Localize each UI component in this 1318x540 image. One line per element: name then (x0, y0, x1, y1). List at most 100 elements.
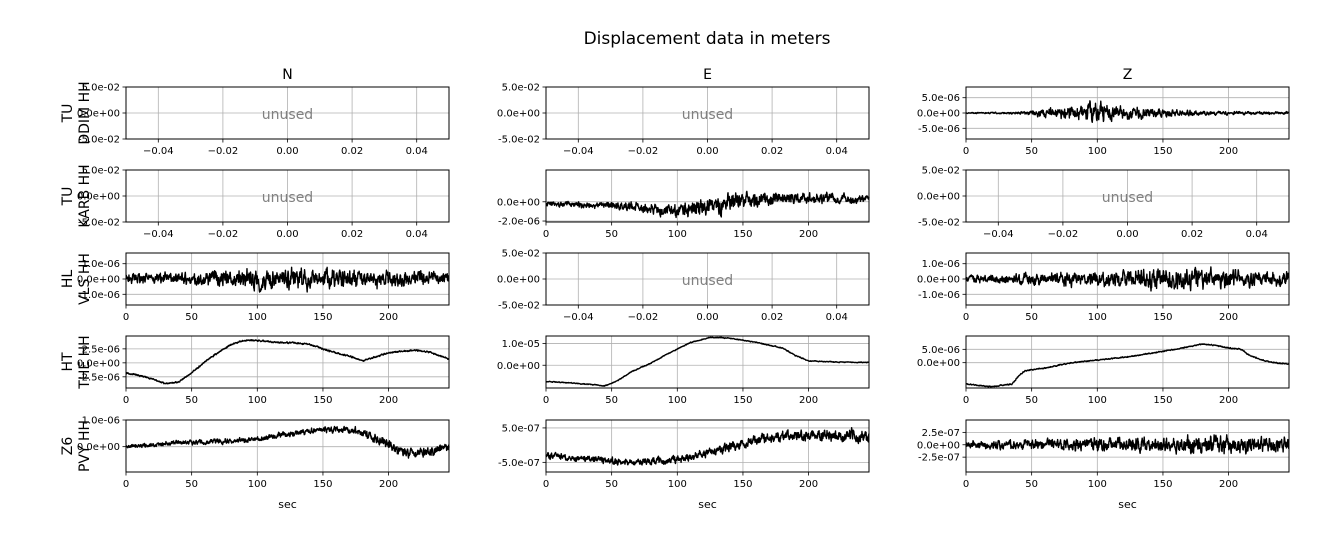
x-tick-label: 150 (313, 312, 332, 323)
y-tick-label: 0.0e+00 (917, 440, 960, 451)
x-tick-label: 0 (963, 395, 969, 406)
x-tick-label: 50 (605, 229, 618, 240)
axes-frame (125, 335, 450, 389)
y-tick-label: 2.5e-07 (922, 428, 960, 439)
y-tick-label: 0.0e+00 (917, 192, 960, 203)
x-tick-label: 0.00 (1116, 229, 1138, 240)
x-tick-label: 200 (379, 395, 398, 406)
y-tick-label: 0.0e+00 (77, 358, 120, 369)
x-tick-label: −0.04 (983, 229, 1014, 240)
y-tick-label: -5.0e-02 (498, 301, 540, 312)
x-tick-label: 50 (605, 479, 618, 490)
x-tick-label: 0 (123, 479, 129, 490)
x-tick-label: 0.02 (761, 312, 783, 323)
unused-label: unused (682, 107, 733, 123)
x-tick-label: 150 (1153, 312, 1172, 323)
x-tick-label: 200 (1219, 146, 1238, 157)
y-tick-label: 0.0e+00 (497, 197, 540, 208)
axes-frame (545, 169, 870, 223)
row-label-line1: Z6 (60, 437, 76, 456)
x-tick-label: 0.00 (276, 229, 298, 240)
axes-frame (125, 419, 450, 473)
x-tick-label: 50 (605, 395, 618, 406)
row-label-2: HL VLS HH (60, 253, 93, 305)
y-tick-label: 0.0e+00 (917, 358, 960, 369)
x-tick-label: 100 (1088, 395, 1107, 406)
x-tick-label: 0.04 (1246, 229, 1268, 240)
series-line (125, 425, 450, 459)
panel-karb-z: unused −0.04 −0.02 0.00 0.02 0.04 5.0e-02 0.0e+… (917, 166, 1290, 240)
y-tick-label: 0.0e+00 (497, 109, 540, 120)
y-tick-label: 5.0e-02 (82, 83, 120, 94)
x-tick-label: 0.02 (1181, 229, 1203, 240)
x-tick-label: 50 (185, 479, 198, 490)
axes-frame (965, 419, 1290, 473)
x-tick-label: 200 (1219, 395, 1238, 406)
panel-pvy-n: 0 50 100 150 200 1.0e-06 0.0e+00 sec (77, 416, 450, 511)
x-tick-label: 100 (248, 312, 267, 323)
row-label-line2: THE HH (77, 335, 93, 389)
x-tick-label: 150 (1153, 146, 1172, 157)
row-label-line1: HT (60, 352, 76, 372)
x-tick-label: 0.00 (276, 146, 298, 157)
x-tick-label: 200 (1219, 479, 1238, 490)
x-tick-label: 200 (379, 479, 398, 490)
row-label-4: Z6 PVY HH (60, 420, 93, 472)
x-tick-label: 150 (733, 479, 752, 490)
panel-the-z: 0 50 100 150 200 5.0e-06 0.0e+00 (917, 335, 1290, 406)
row-label-line1: TU (60, 104, 76, 124)
x-tick-label: 200 (799, 395, 818, 406)
series-line (965, 266, 1290, 292)
x-tick-label: 0 (963, 312, 969, 323)
row-label-3: HT THE HH (60, 335, 93, 389)
unused-label: unused (262, 190, 313, 206)
y-tick-label: -5.0e-02 (78, 218, 120, 229)
x-tick-label: 150 (733, 229, 752, 240)
x-tick-label: −0.04 (143, 146, 174, 157)
series-line (965, 434, 1290, 455)
y-tick-label: -1.0e-06 (918, 290, 960, 301)
y-tick-label: -2.5e-07 (918, 453, 960, 464)
x-tick-label: 100 (668, 479, 687, 490)
row-label-line1: HL (60, 270, 76, 289)
y-tick-label: 0.0e+00 (77, 109, 120, 120)
x-tick-label: 0 (543, 479, 549, 490)
y-tick-label: 5.0e-02 (922, 166, 960, 177)
x-tick-label: 50 (1025, 312, 1038, 323)
axes-frame (545, 335, 870, 389)
x-tick-label: −0.02 (1048, 229, 1079, 240)
y-tick-label: 0.0e+00 (497, 275, 540, 286)
x-tick-label: 0.00 (696, 312, 718, 323)
x-tick-label: 0 (123, 395, 129, 406)
y-tick-label: 0.0e+00 (917, 109, 960, 120)
x-tick-label: −0.04 (143, 229, 174, 240)
y-tick-label: -5.0e-02 (918, 218, 960, 229)
y-tick-label: 5.0e-02 (82, 166, 120, 177)
x-tick-label: −0.04 (563, 312, 594, 323)
x-tick-label: 150 (313, 479, 332, 490)
series-line (125, 339, 450, 385)
row-label-line2: KARB HH (77, 164, 93, 227)
axes-frame (545, 419, 870, 473)
x-tick-label: 0.04 (826, 312, 848, 323)
x-tick-label: 50 (185, 395, 198, 406)
x-tick-label: 0.04 (826, 146, 848, 157)
panel-karb-n: unused −0.04 −0.02 0.00 0.02 0.04 5.0e-02 0.0e+… (77, 166, 450, 240)
axes-frame (965, 335, 1290, 389)
y-tick-label: 1.0e-05 (502, 339, 540, 350)
x-axis-label: sec (278, 498, 297, 511)
unused-label: unused (682, 273, 733, 289)
x-tick-label: 100 (668, 229, 687, 240)
column-title-e: E (703, 67, 712, 83)
y-tick-label: 2.5e-06 (82, 344, 120, 355)
panel-pvy-z: 0 50 100 150 200 2.5e-070.0e+00 -2.5e-07 sec (917, 419, 1290, 511)
x-tick-label: −0.04 (563, 146, 594, 157)
x-tick-label: 50 (185, 312, 198, 323)
y-tick-label: 0.0e+00 (77, 442, 120, 453)
x-axis-label: sec (698, 498, 717, 511)
y-tick-label: 5.0e-02 (502, 83, 540, 94)
x-tick-label: 100 (248, 479, 267, 490)
unused-label: unused (1102, 190, 1153, 206)
x-axis-label: sec (1118, 498, 1137, 511)
